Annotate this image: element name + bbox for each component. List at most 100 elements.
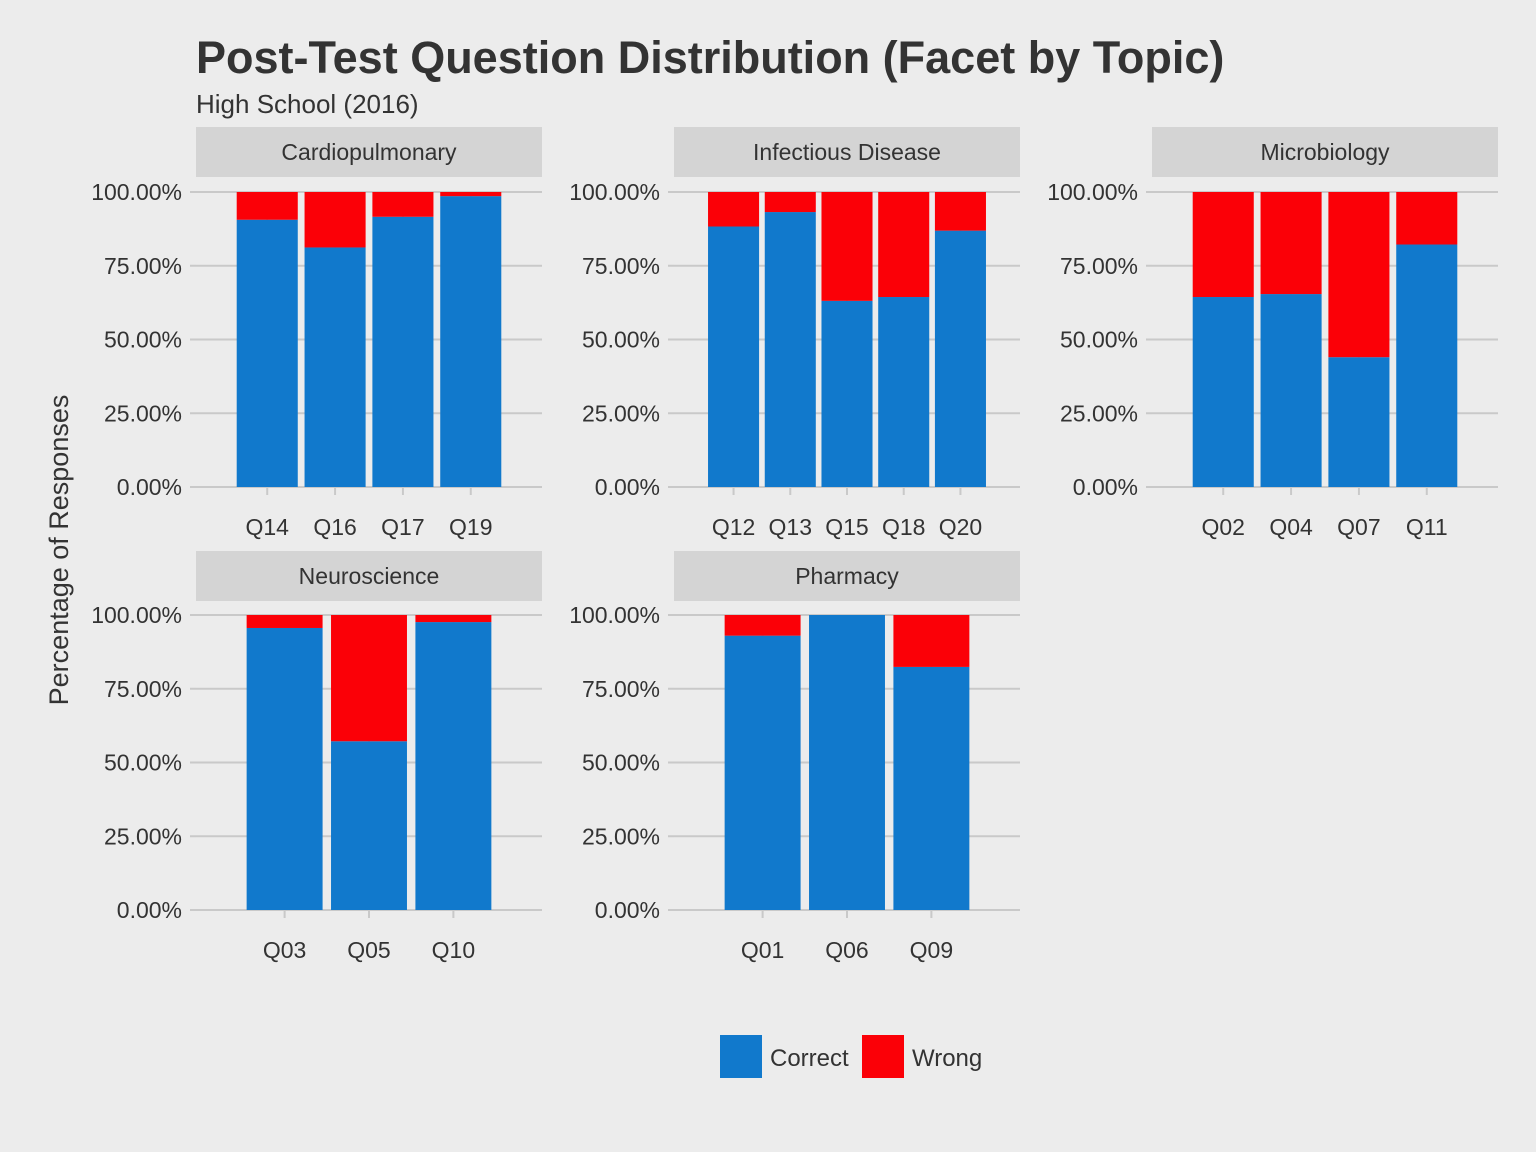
bar-wrong-q11 bbox=[1396, 192, 1458, 245]
bar-correct-q16 bbox=[304, 247, 366, 487]
bar-correct-q03 bbox=[246, 627, 323, 910]
bar-wrong-q16 bbox=[304, 192, 366, 248]
y-tick-label: 25.00% bbox=[582, 823, 660, 849]
y-tick-label: 0.00% bbox=[117, 474, 182, 500]
bar-wrong-q18 bbox=[878, 192, 930, 298]
bar-wrong-q17 bbox=[372, 192, 434, 217]
facet-strip-label: Microbiology bbox=[1260, 139, 1390, 165]
x-tick-label: Q19 bbox=[449, 514, 492, 540]
legend-key-correct bbox=[720, 1035, 762, 1078]
facet-strip-label: Pharmacy bbox=[795, 563, 899, 589]
y-tick-label: 50.00% bbox=[1060, 327, 1138, 353]
chart-title: Post-Test Question Distribution (Facet b… bbox=[196, 32, 1224, 83]
bar-correct-q15 bbox=[821, 300, 873, 487]
bar-wrong-q09 bbox=[893, 615, 970, 667]
bar-correct-q07 bbox=[1328, 357, 1390, 487]
x-tick-label: Q06 bbox=[825, 937, 868, 963]
bar-correct-q01 bbox=[724, 635, 801, 910]
y-tick-label: 75.00% bbox=[104, 676, 182, 702]
facet-pharmacy: Pharmacy 0.00% 25.00% 50.00% 75.00% 100.00% Q0… bbox=[569, 551, 1020, 963]
y-tick-label: 50.00% bbox=[104, 750, 182, 776]
y-tick-label: 25.00% bbox=[1060, 400, 1138, 426]
bar-correct-q13 bbox=[764, 212, 816, 487]
facet-strip bbox=[1152, 127, 1498, 177]
bar-correct-q06 bbox=[809, 615, 885, 910]
x-tick-label: Q13 bbox=[769, 514, 812, 540]
bar-correct-q17 bbox=[372, 216, 434, 487]
x-tick-label: Q01 bbox=[741, 937, 784, 963]
bar-wrong-q13 bbox=[764, 192, 816, 213]
y-tick-label: 25.00% bbox=[582, 400, 660, 426]
x-tick-label: Q10 bbox=[432, 937, 475, 963]
bar-correct-q05 bbox=[331, 741, 407, 910]
y-tick-label: 0.00% bbox=[1073, 474, 1138, 500]
bar-correct-q09 bbox=[893, 666, 970, 910]
bar-wrong-q20 bbox=[934, 192, 986, 231]
facet-panels: Cardiopulmonary 0.00% 25.00% 50.00% 75.00% 10… bbox=[91, 127, 1498, 963]
y-tick-label: 75.00% bbox=[582, 676, 660, 702]
bar-wrong-q03 bbox=[246, 615, 323, 628]
facet-strip bbox=[674, 551, 1020, 601]
x-tick-label: Q09 bbox=[910, 937, 953, 963]
bar-correct-q10 bbox=[415, 622, 492, 910]
facet-strip bbox=[674, 127, 1020, 177]
bar-correct-q19 bbox=[440, 196, 502, 487]
bar-wrong-q10 bbox=[415, 615, 492, 623]
bar-wrong-q05 bbox=[331, 615, 407, 742]
y-axis-label: Percentage of Responses bbox=[44, 395, 74, 706]
legend: Correct Wrong bbox=[720, 1035, 982, 1078]
legend-label-wrong: Wrong bbox=[912, 1045, 982, 1072]
x-tick-label: Q03 bbox=[263, 937, 306, 963]
facet-microbiology: Microbiology 0.00% 25.00% 50.00% 75.00% 100.0… bbox=[1047, 127, 1498, 540]
x-tick-label: Q14 bbox=[245, 514, 289, 540]
y-tick-label: 100.00% bbox=[91, 602, 182, 628]
bar-wrong-q04 bbox=[1260, 192, 1322, 295]
bar-wrong-q15 bbox=[821, 192, 873, 301]
facet-strip bbox=[196, 127, 542, 177]
facet-strip-label: Neuroscience bbox=[299, 563, 440, 589]
y-tick-label: 75.00% bbox=[1060, 253, 1138, 279]
bar-correct-q04 bbox=[1260, 294, 1322, 487]
legend-label-correct: Correct bbox=[770, 1045, 849, 1072]
facet-cardiopulmonary: Cardiopulmonary 0.00% 25.00% 50.00% 75.00% 10… bbox=[91, 127, 542, 540]
bar-wrong-q12 bbox=[708, 192, 760, 227]
bar-correct-q14 bbox=[236, 219, 298, 488]
x-tick-label: Q18 bbox=[882, 514, 925, 540]
y-tick-label: 0.00% bbox=[595, 897, 660, 923]
x-tick-label: Q15 bbox=[825, 514, 868, 540]
bar-correct-q12 bbox=[708, 226, 760, 487]
x-tick-label: Q04 bbox=[1269, 514, 1313, 540]
bar-correct-q20 bbox=[934, 230, 986, 487]
bar-wrong-q14 bbox=[236, 192, 298, 220]
y-tick-label: 100.00% bbox=[1047, 179, 1138, 205]
facet-strip-label: Infectious Disease bbox=[753, 139, 941, 165]
legend-key-wrong bbox=[862, 1035, 904, 1078]
x-tick-label: Q02 bbox=[1201, 514, 1244, 540]
y-tick-label: 25.00% bbox=[104, 823, 182, 849]
bar-correct-q11 bbox=[1396, 244, 1458, 487]
y-tick-label: 50.00% bbox=[582, 750, 660, 776]
bar-wrong-q02 bbox=[1192, 192, 1254, 298]
y-tick-label: 75.00% bbox=[582, 253, 660, 279]
x-tick-label: Q17 bbox=[381, 514, 424, 540]
bar-wrong-q01 bbox=[724, 615, 801, 636]
x-tick-label: Q05 bbox=[347, 937, 390, 963]
y-tick-label: 50.00% bbox=[104, 327, 182, 353]
bar-correct-q18 bbox=[878, 297, 930, 487]
bar-wrong-q19 bbox=[440, 192, 502, 197]
y-tick-label: 100.00% bbox=[569, 602, 660, 628]
y-tick-label: 25.00% bbox=[104, 400, 182, 426]
x-tick-label: Q07 bbox=[1337, 514, 1380, 540]
x-tick-label: Q11 bbox=[1406, 514, 1448, 540]
x-tick-label: Q16 bbox=[313, 514, 356, 540]
facet-neuroscience: Neuroscience 0.00% 25.00% 50.00% 75.00% 100.0… bbox=[91, 551, 542, 963]
y-tick-label: 75.00% bbox=[104, 253, 182, 279]
x-tick-label: Q20 bbox=[939, 514, 982, 540]
chart-subtitle: High School (2016) bbox=[196, 89, 419, 119]
facet-infectious-disease: Infectious Disease 0.00% 25.00% 50.00% 75.00… bbox=[569, 127, 1020, 540]
y-tick-label: 0.00% bbox=[595, 474, 660, 500]
facet-strip bbox=[196, 551, 542, 601]
x-tick-label: Q12 bbox=[712, 514, 755, 540]
y-tick-label: 100.00% bbox=[91, 179, 182, 205]
